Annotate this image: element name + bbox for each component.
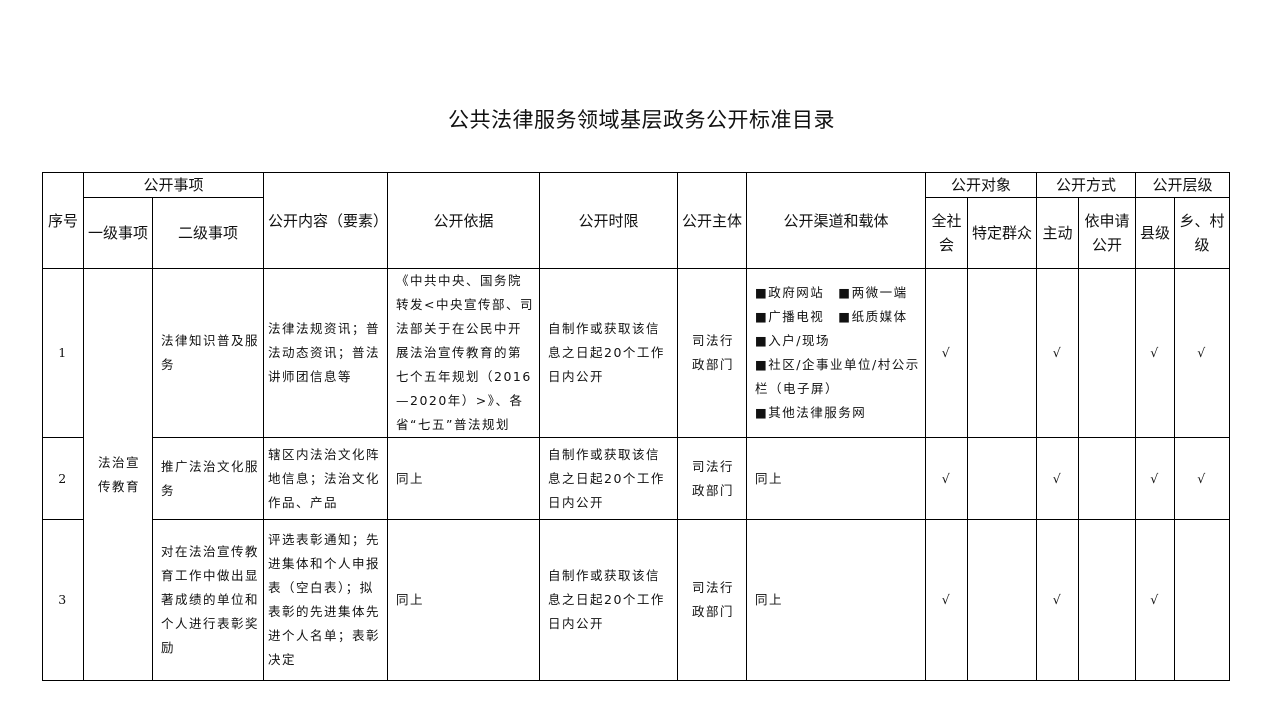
row-time-limit: 自制作或获取该信息之日起20个工作日内公开 (539, 268, 678, 438)
check-county: √ (1135, 268, 1175, 438)
header-level1: 一级事项 (83, 197, 153, 269)
header-seq: 序号 (42, 172, 84, 269)
row-content: 法律法规资讯；普法动态资讯；普法讲师团信息等 (263, 268, 388, 438)
row-subject: 司法行政部门 (677, 268, 747, 438)
row-channel: 同上 (746, 519, 926, 681)
header-target: 公开对象 (925, 172, 1037, 198)
check-all-society: √ (925, 437, 968, 520)
row-channel: 同上 (746, 437, 926, 520)
row-level2: 法律知识普及服务 (152, 268, 264, 438)
check-on-request (1078, 437, 1136, 520)
header-township: 乡、村级 (1174, 197, 1230, 269)
header-channel: 公开渠道和载体 (746, 172, 926, 269)
table-row: 3 对在法治宣传教育工作中做出显著成绩的单位和个人进行表彰奖励 评选表彰通知；先进集… (42, 519, 1230, 681)
channel-item: ■政府网站 ■两微一端 (755, 285, 908, 300)
check-active: √ (1036, 519, 1079, 681)
table-row: 2 推广法治文化服务 辖区内法治文化阵地信息；法治文化作品、产品 同上 自制作或获取该信… (42, 437, 1230, 520)
page-title: 公共法律服务领域基层政务公开标准目录 (448, 108, 835, 132)
header-county: 县级 (1135, 197, 1175, 269)
header-specific: 特定群众 (967, 197, 1037, 269)
check-county: √ (1135, 437, 1175, 520)
check-all-society: √ (925, 268, 968, 438)
row-level2: 推广法治文化服务 (152, 437, 264, 520)
row-seq: 2 (42, 437, 84, 520)
check-township: √ (1174, 268, 1230, 438)
channel-item: ■社区/企事业单位/村公示栏（电子屏） (755, 357, 920, 396)
row-subject: 司法行政部门 (677, 437, 747, 520)
check-active: √ (1036, 268, 1079, 438)
catalog-table: 序号 公开事项 公开内容（要素） 公开依据 公开时限 公开主体 公开渠道和载体 … (42, 172, 1230, 681)
row-subject: 司法行政部门 (677, 519, 747, 681)
channel-item: ■广播电视 ■纸质媒体 (755, 309, 908, 324)
check-on-request (1078, 519, 1136, 681)
table-row: 1 法治宣传教育 法律知识普及服务 法律法规资讯；普法动态资讯；普法讲师团信息等 《中共… (42, 268, 1230, 681)
row-content: 辖区内法治文化阵地信息；法治文化作品、产品 (263, 437, 388, 520)
level1-item: 法治宣传教育 (83, 268, 153, 681)
channel-item: ■其他法律服务网 (755, 405, 867, 420)
check-on-request (1078, 268, 1136, 438)
check-specific (967, 437, 1037, 520)
header-basis: 公开依据 (387, 172, 540, 269)
header-content: 公开内容（要素） (263, 172, 388, 269)
row-level2: 对在法治宣传教育工作中做出显著成绩的单位和个人进行表彰奖励 (152, 519, 264, 681)
check-all-society: √ (925, 519, 968, 681)
row-seq: 3 (42, 519, 84, 681)
check-township: √ (1174, 437, 1230, 520)
check-active: √ (1036, 437, 1079, 520)
row-basis: 同上 (387, 437, 540, 520)
header-level: 公开层级 (1135, 172, 1230, 198)
header-method: 公开方式 (1036, 172, 1136, 198)
header-items: 公开事项 (83, 172, 264, 198)
header-all-society: 全社会 (925, 197, 968, 269)
channel-item: ■入户/现场 (755, 333, 831, 348)
row-time-limit: 自制作或获取该信息之日起20个工作日内公开 (539, 519, 678, 681)
row-time-limit: 自制作或获取该信息之日起20个工作日内公开 (539, 437, 678, 520)
header-level2: 二级事项 (152, 197, 264, 269)
row-basis: 同上 (387, 519, 540, 681)
check-specific (967, 519, 1037, 681)
check-specific (967, 268, 1037, 438)
check-county: √ (1135, 519, 1175, 681)
row-content: 评选表彰通知；先进集体和个人申报表（空白表）；拟表彰的先进集体先进个人名单；表彰… (263, 519, 388, 681)
header-subject: 公开主体 (677, 172, 747, 269)
row-basis: 《中共中央、国务院转发<中央宣传部、司法部关于在公民中开展法治宣传教育的第七个五… (387, 268, 540, 438)
header-active: 主动 (1036, 197, 1079, 269)
row-seq: 1 (42, 268, 84, 438)
header-time-limit: 公开时限 (539, 172, 678, 269)
check-township (1174, 519, 1230, 681)
row-channel: ■政府网站 ■两微一端 ■广播电视 ■纸质媒体 ■入户/现场 ■社区/企事业单位/村公… (746, 268, 926, 438)
header-on-request: 依申请公开 (1078, 197, 1136, 269)
